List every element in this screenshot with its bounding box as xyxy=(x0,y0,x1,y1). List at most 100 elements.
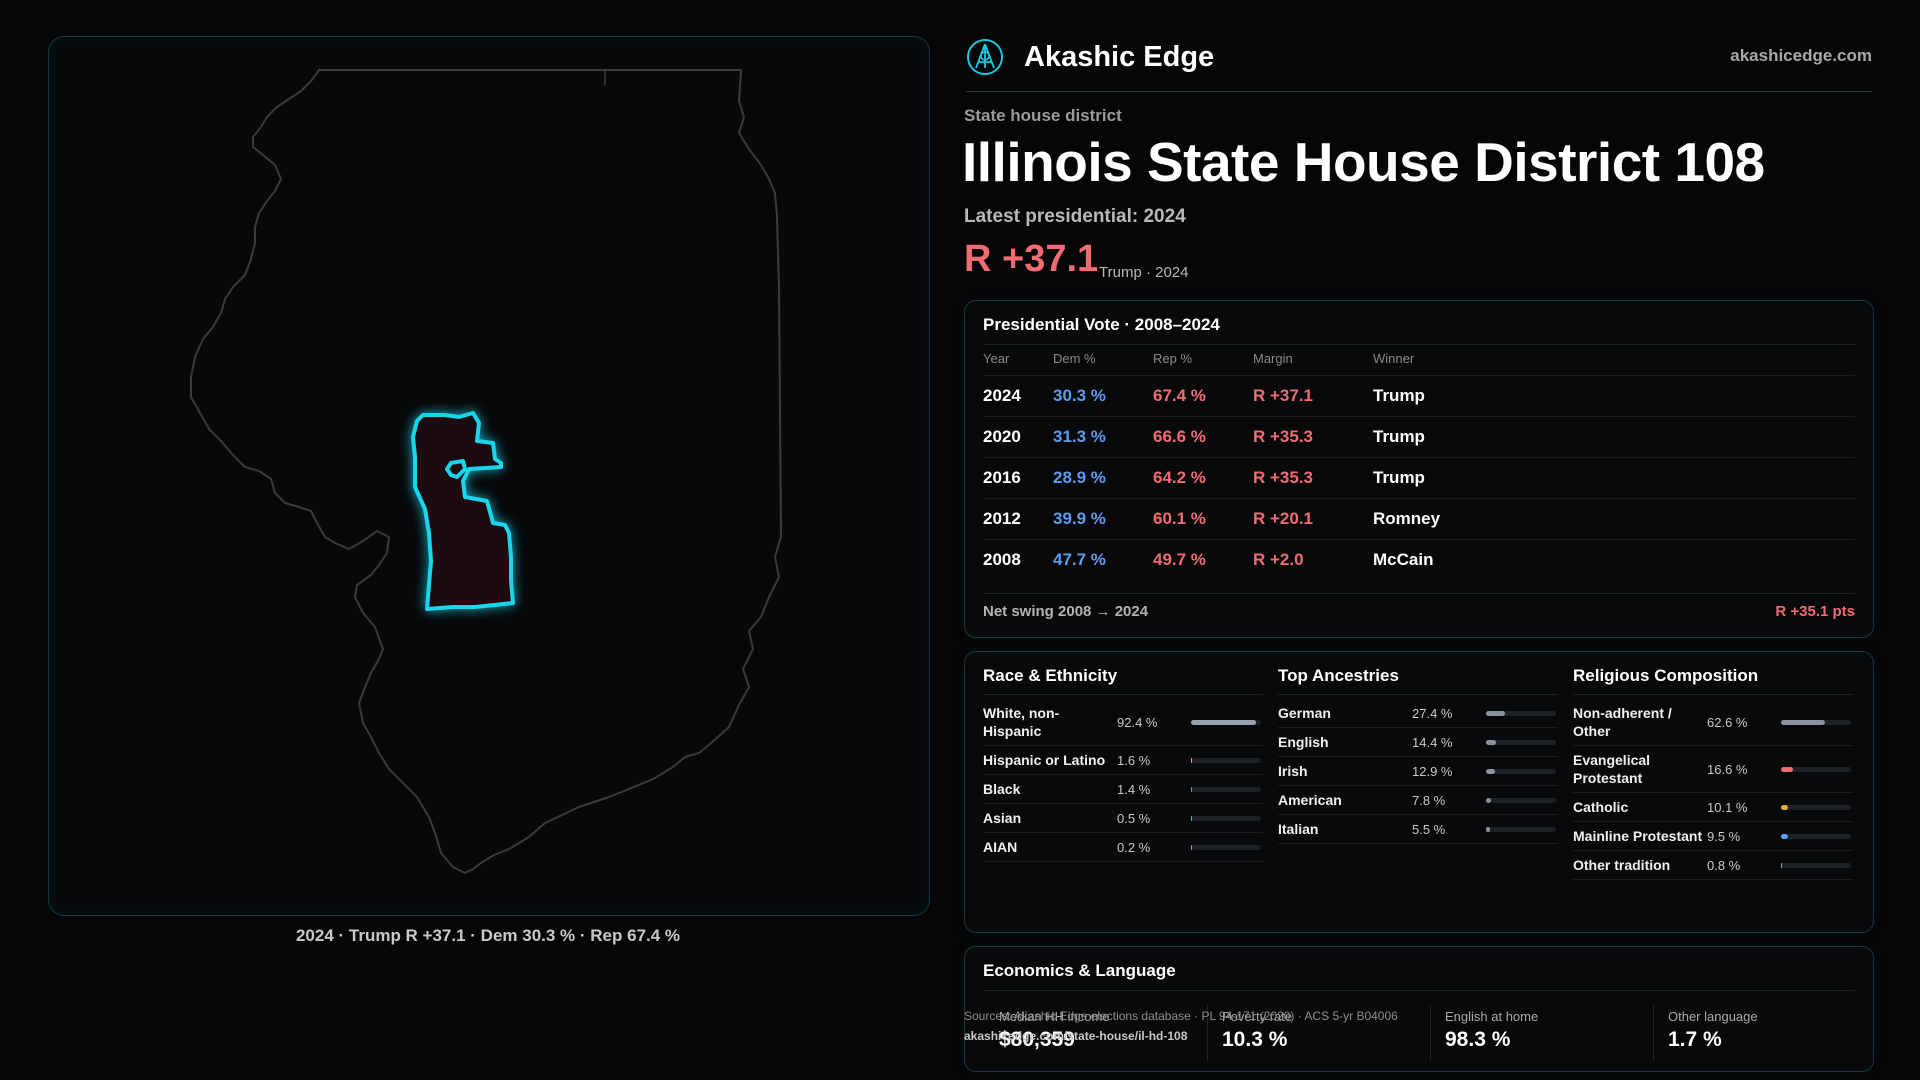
list-item: Mainline Protestant 9.5 % xyxy=(1573,822,1853,851)
econ-label: Other language xyxy=(1668,1009,1758,1024)
divider xyxy=(1207,1005,1208,1061)
row-margin: R +20.1 xyxy=(1253,509,1314,528)
item-label: Hispanic or Latino xyxy=(983,752,1106,768)
row-dem: 39.9 % xyxy=(1053,509,1106,528)
item-value: 0.5 % xyxy=(1117,810,1151,826)
item-bar-track xyxy=(1486,739,1556,745)
row-year: 2016 xyxy=(983,468,1021,487)
item-bar-fill xyxy=(1486,797,1492,803)
table-row: 2012 39.9 % 60.1 % R +20.1 Romney xyxy=(983,498,1855,540)
list-item: Catholic 10.1 % xyxy=(1573,793,1853,822)
item-value: 16.6 % xyxy=(1707,761,1748,777)
district-108-shape[interactable] xyxy=(411,411,515,611)
list-item: English 14.4 % xyxy=(1278,728,1558,757)
source-url-link[interactable]: akashicedge.com/state-house/il-hd-108 xyxy=(964,1029,1188,1043)
item-value: 0.2 % xyxy=(1117,839,1151,855)
divider xyxy=(983,990,1855,991)
item-value: 0.8 % xyxy=(1707,857,1741,873)
list-item: AIAN 0.2 % xyxy=(983,833,1263,862)
item-label: Italian xyxy=(1278,821,1319,837)
list-item: Irish 12.9 % xyxy=(1278,757,1558,786)
list-item: White, non-Hispanic 92.4 % xyxy=(983,699,1263,746)
row-rep: 66.6 % xyxy=(1153,427,1206,446)
item-bar-track xyxy=(1781,766,1851,772)
econ-value: 10.3 % xyxy=(1222,1028,1288,1051)
item-value: 27.4 % xyxy=(1412,705,1453,721)
religion-list: Non-adherent / Other 62.6 % Evangelical Pr… xyxy=(1573,699,1853,880)
ancestry-list: German 27.4 % English 14.4 % Irish 12.9 % Amer… xyxy=(1278,699,1558,844)
row-winner: Romney xyxy=(1373,509,1441,528)
item-label: English xyxy=(1278,734,1329,750)
brand-url-link[interactable]: akashicedge.com xyxy=(1730,46,1872,65)
divider xyxy=(1278,694,1558,695)
item-value: 92.4 % xyxy=(1117,714,1158,730)
item-bar-track xyxy=(1486,710,1556,716)
divider xyxy=(1430,1005,1431,1061)
item-value: 10.1 % xyxy=(1707,799,1748,815)
econ-other-language: Other language 1.7 % xyxy=(1668,1009,1878,1052)
row-margin: R +35.3 xyxy=(1253,427,1314,446)
brand[interactable]: Akashic Edge xyxy=(966,38,1214,76)
list-item: Hispanic or Latino 1.6 % xyxy=(983,746,1263,775)
row-dem: 31.3 % xyxy=(1053,427,1106,446)
latest-margin-value: R +37.1 xyxy=(964,238,1099,280)
row-rep: 64.2 % xyxy=(1153,468,1206,487)
item-bar-fill xyxy=(1781,862,1783,868)
item-bar-fill xyxy=(1191,844,1193,850)
table-row: 2024 30.3 % 67.4 % R +37.1 Trump xyxy=(983,375,1855,417)
item-value: 62.6 % xyxy=(1707,714,1748,730)
header-winner: Winner xyxy=(1373,351,1415,366)
list-item: American 7.8 % xyxy=(1278,786,1558,815)
list-item: Asian 0.5 % xyxy=(983,804,1263,833)
ancestry-section: Top Ancestries German 27.4 % English 14.4 %… xyxy=(1278,666,1558,844)
item-bar-fill xyxy=(1486,768,1496,774)
econ-median-income: Median HH income $80,359 xyxy=(999,1009,1209,1052)
econ-english-at-home: English at home 98.3 % xyxy=(1445,1009,1655,1052)
list-item: Evangelical Protestant 16.6 % xyxy=(1573,746,1853,793)
item-bar-track xyxy=(1191,786,1261,792)
list-item: Other tradition 0.8 % xyxy=(1573,851,1853,880)
list-item: Italian 5.5 % xyxy=(1278,815,1558,844)
item-bar-track xyxy=(1486,797,1556,803)
econ-label: English at home xyxy=(1445,1009,1539,1024)
economics-card: Economics & Language Median HH income $8… xyxy=(964,946,1874,1072)
economics-title: Economics & Language xyxy=(983,961,1176,980)
item-bar-fill xyxy=(1781,766,1793,772)
item-value: 14.4 % xyxy=(1412,734,1453,750)
header-dem: Dem % xyxy=(1053,351,1096,366)
map-panel xyxy=(48,36,930,916)
akashic-edge-logo-icon xyxy=(967,39,1003,75)
econ-label: Poverty rate xyxy=(1222,1009,1293,1024)
econ-value: 98.3 % xyxy=(1445,1028,1511,1051)
item-bar-fill xyxy=(1486,710,1506,716)
source-footer: Sources: Akashic Edge elections database… xyxy=(964,1006,1398,1046)
item-label: Irish xyxy=(1278,763,1308,779)
row-year: 2024 xyxy=(983,386,1021,405)
item-bar-fill xyxy=(1781,804,1789,810)
row-dem: 28.9 % xyxy=(1053,468,1106,487)
header-divider xyxy=(966,91,1872,92)
row-winner: McCain xyxy=(1373,550,1434,569)
header-rep: Rep % xyxy=(1153,351,1193,366)
item-value: 1.4 % xyxy=(1117,781,1151,797)
divider xyxy=(1653,1005,1654,1061)
item-label: AIAN xyxy=(983,839,1018,855)
item-bar-track xyxy=(1486,826,1556,832)
item-label: Evangelical Protestant xyxy=(1573,752,1651,786)
divider xyxy=(983,344,1855,345)
net-swing-value: R +35.1 pts xyxy=(1775,603,1855,620)
header-margin: Margin xyxy=(1253,351,1293,366)
row-winner: Trump xyxy=(1373,468,1425,487)
item-bar-track xyxy=(1486,768,1556,774)
item-bar-track xyxy=(1191,757,1261,763)
row-rep: 60.1 % xyxy=(1153,509,1206,528)
item-bar-fill xyxy=(1781,833,1788,839)
item-label: Mainline Protestant xyxy=(1573,828,1703,844)
district-map[interactable] xyxy=(49,37,929,915)
row-dem: 47.7 % xyxy=(1053,550,1106,569)
table-row: 2008 47.7 % 49.7 % R +2.0 McCain xyxy=(983,539,1855,581)
row-margin: R +37.1 xyxy=(1253,386,1314,405)
presidential-vote-card: Presidential Vote · 2008–2024 Year Dem %… xyxy=(964,300,1874,638)
vote-card-title: Presidential Vote · 2008–2024 xyxy=(983,315,1220,334)
item-value: 5.5 % xyxy=(1412,821,1446,837)
